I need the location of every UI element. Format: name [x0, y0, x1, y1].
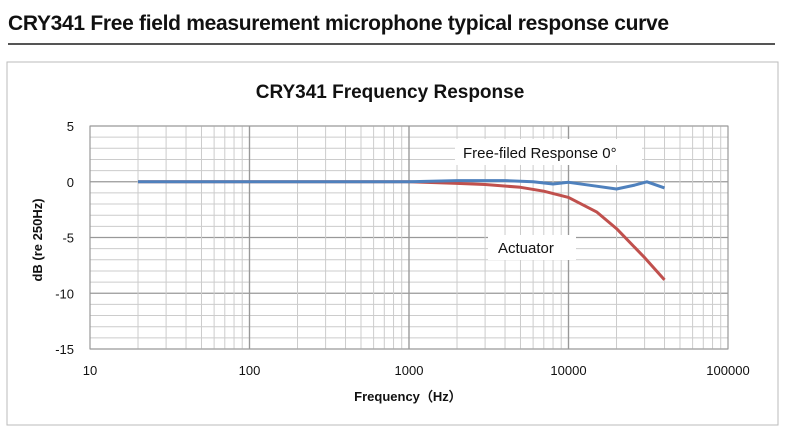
series-label-actuator: Actuator: [498, 240, 554, 257]
page-title: CRY341 Free field measurement microphone…: [8, 12, 669, 35]
x-axis-label: Frequency（Hz）: [354, 389, 462, 404]
series-line-free-field: [138, 179, 665, 191]
x-tick-label: 10: [83, 363, 97, 378]
y-axis-label: dB (re 250Hz): [30, 198, 45, 281]
chart-title: CRY341 Frequency Response: [256, 82, 525, 103]
x-tick-label: 100000: [706, 363, 749, 378]
x-tick-label: 100: [239, 363, 261, 378]
chart-frame: [6, 61, 779, 426]
label-bg-free-field: [455, 139, 642, 165]
y-tick-label: -15: [55, 342, 74, 357]
plot-area: [89, 125, 729, 350]
y-tick-label: -10: [55, 286, 74, 301]
series-label-free-field: Free-filed Response 0°: [463, 145, 617, 162]
y-tick-label: -5: [62, 231, 74, 246]
y-tick-label: 0: [67, 175, 74, 190]
y-tick-label: 5: [67, 119, 74, 134]
x-tick-label: 1000: [395, 363, 424, 378]
x-tick-label: 10000: [550, 363, 586, 378]
label-bg-actuator: [488, 235, 576, 260]
title-divider: [8, 43, 775, 45]
